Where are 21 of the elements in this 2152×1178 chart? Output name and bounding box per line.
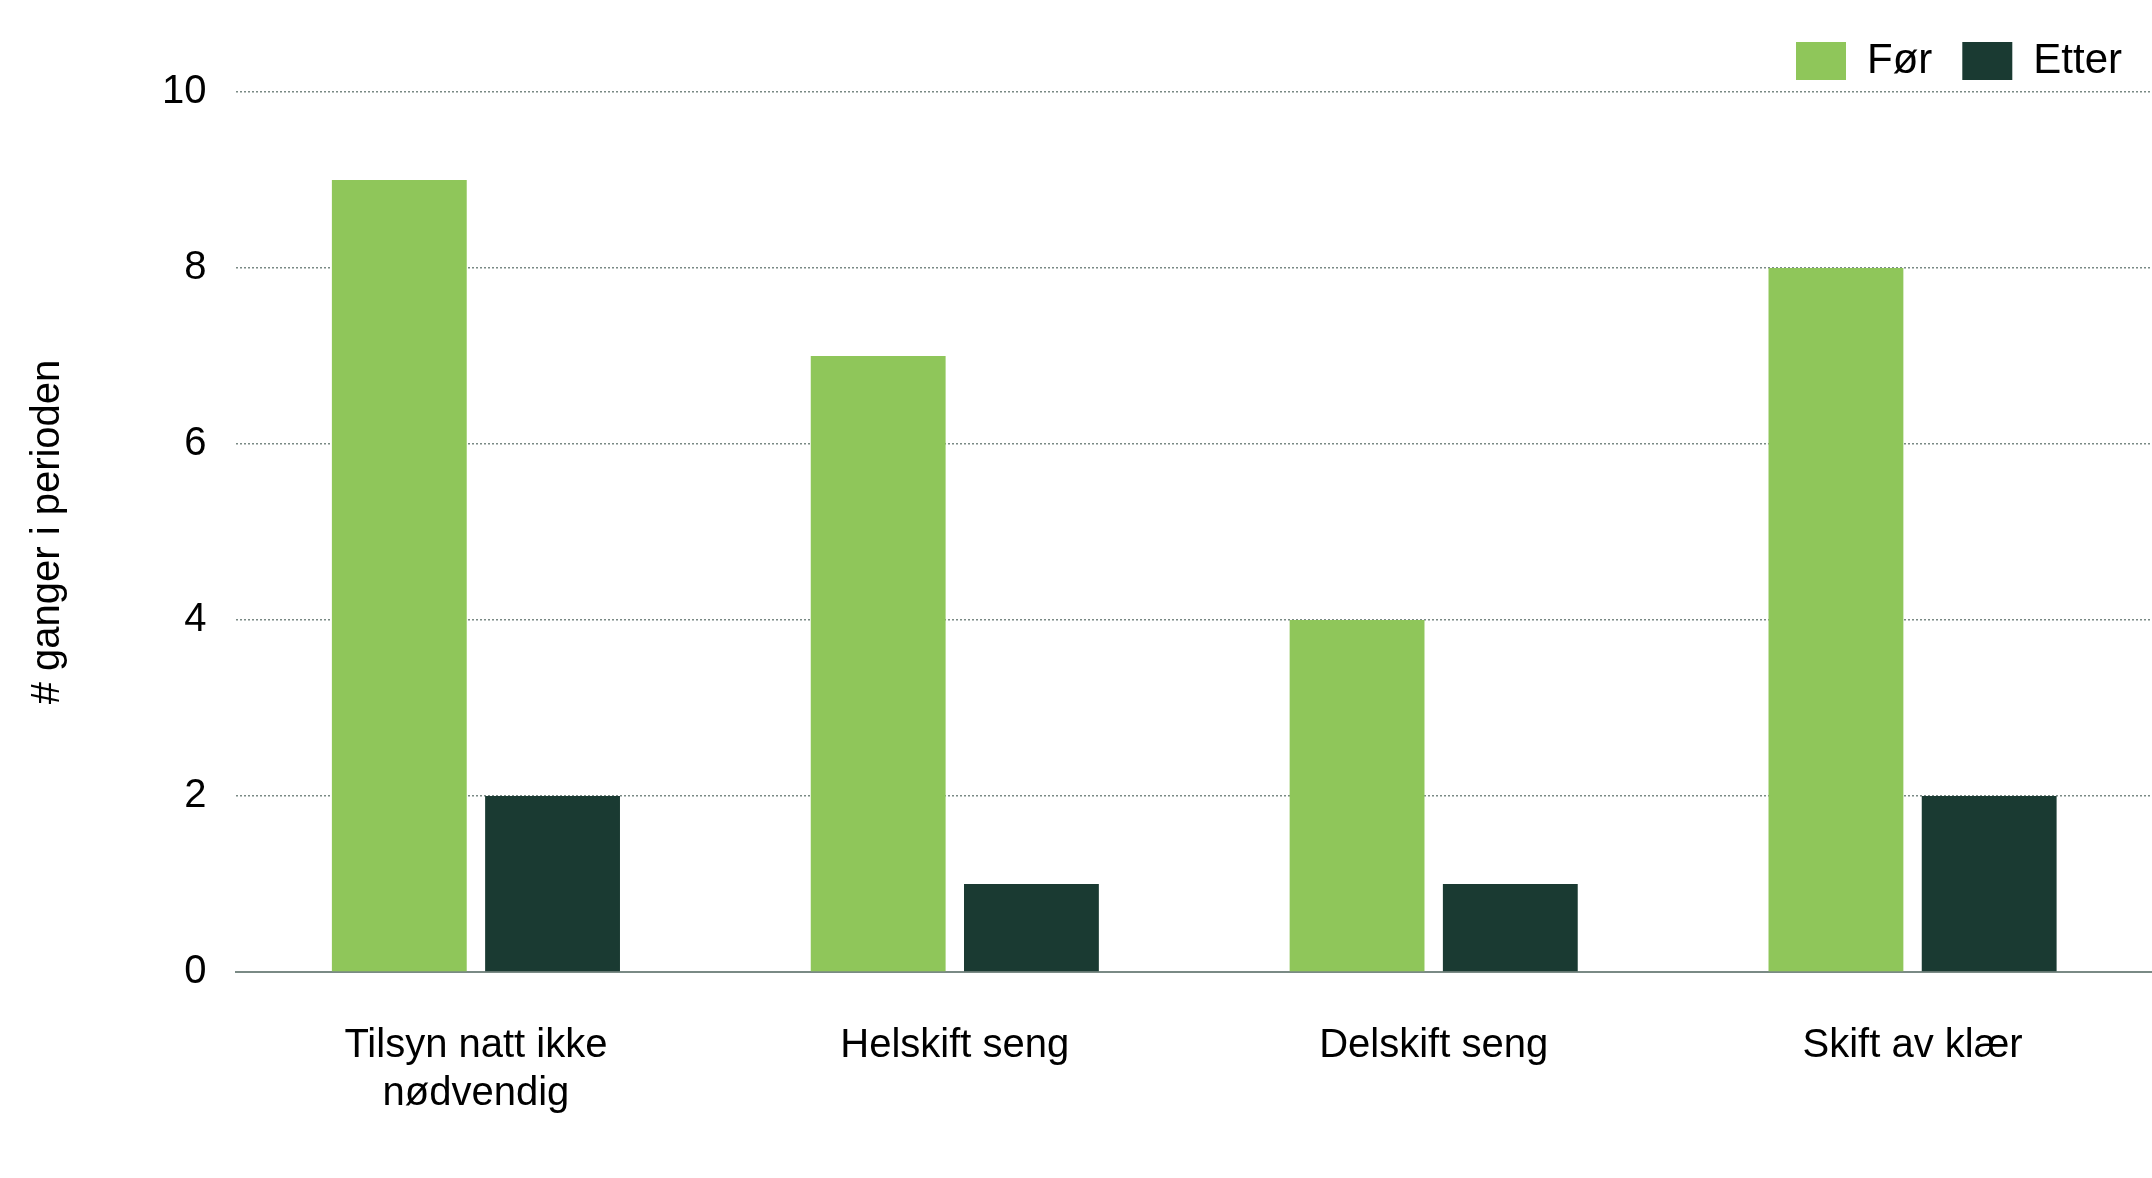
legend-label: Etter [2033, 34, 2123, 82]
bar [1921, 796, 2057, 972]
bar [1289, 620, 1425, 972]
y-tick-label: 0 [184, 947, 207, 992]
bar [1442, 884, 1578, 972]
y-tick-label: 10 [161, 67, 207, 112]
y-axis-title: # ganger i perioden [23, 359, 68, 705]
bar [485, 796, 620, 972]
x-tick-label: Helskift seng [840, 1021, 1070, 1066]
y-tick-label: 4 [184, 595, 207, 640]
bar [1768, 268, 1904, 972]
bar [810, 356, 946, 972]
y-tick-label: 6 [184, 419, 207, 464]
bar [964, 884, 1099, 972]
bar [331, 180, 467, 972]
legend-label: Før [1867, 34, 1933, 82]
y-tick-label: 2 [184, 771, 207, 816]
y-tick-label: 8 [184, 243, 207, 288]
x-tick-label: Skift av klær [1802, 1021, 2023, 1066]
x-tick-label: Delskift seng [1319, 1021, 1549, 1066]
x-tick-label: Tilsyn natt ikke nødvendig [344, 1021, 608, 1114]
